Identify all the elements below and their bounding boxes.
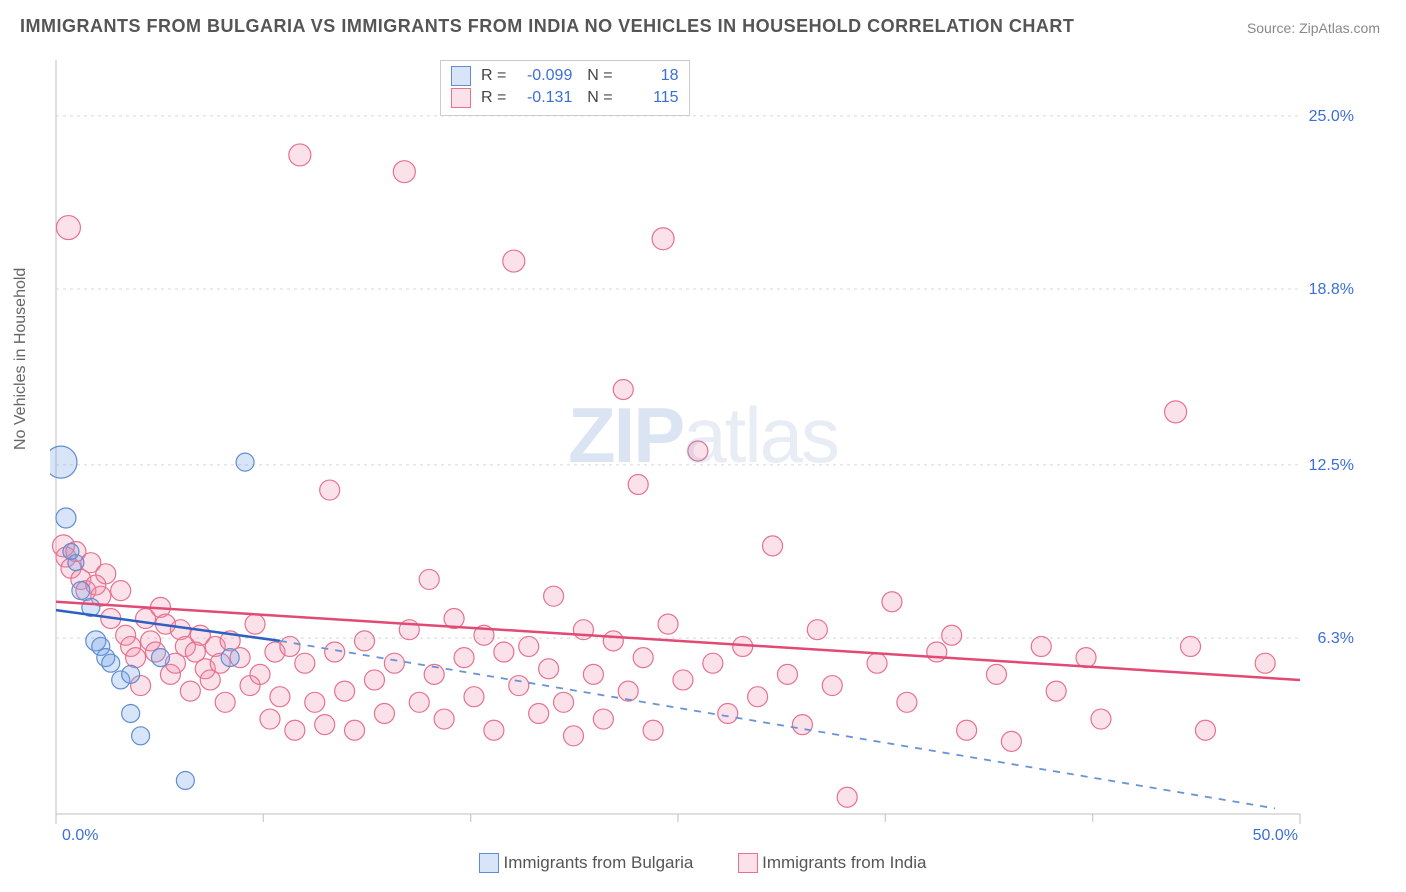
n-label: N = (578, 65, 612, 87)
y-axis-label: No Vehicles in Household (12, 268, 30, 450)
svg-text:18.8%: 18.8% (1309, 281, 1354, 298)
legend-label-india: Immigrants from India (762, 853, 926, 873)
r-value-bulgaria: -0.099 (512, 65, 572, 87)
legend-item-bulgaria: Immigrants from Bulgaria (479, 853, 693, 873)
n-label: N = (578, 87, 612, 109)
svg-text:50.0%: 50.0% (1253, 827, 1298, 844)
swatch-india (738, 853, 758, 873)
legend-series: Immigrants from Bulgaria Immigrants from… (0, 853, 1406, 878)
swatch-india (451, 88, 471, 108)
svg-text:12.5%: 12.5% (1309, 457, 1354, 474)
n-value-india: 115 (619, 87, 679, 109)
svg-text:6.3%: 6.3% (1318, 630, 1354, 647)
n-value-bulgaria: 18 (619, 65, 679, 87)
swatch-bulgaria (479, 853, 499, 873)
source-label: Source: ZipAtlas.com (1247, 20, 1380, 36)
chart-container: IMMIGRANTS FROM BULGARIA VS IMMIGRANTS F… (0, 0, 1406, 892)
r-value-india: -0.131 (512, 87, 572, 109)
svg-text:25.0%: 25.0% (1309, 108, 1354, 125)
legend-label-bulgaria: Immigrants from Bulgaria (503, 853, 693, 873)
legend-item-india: Immigrants from India (738, 853, 926, 873)
r-label: R = (481, 65, 506, 87)
scatter-plot: 6.3% 12.5% 18.8% 25.0% 0.0% 50.0% (50, 56, 1360, 846)
legend-stats-row-bulgaria: R = -0.099 N = 18 (451, 65, 679, 87)
swatch-bulgaria (451, 66, 471, 86)
legend-stats: R = -0.099 N = 18 R = -0.131 N = 115 (440, 60, 690, 116)
r-label: R = (481, 87, 506, 109)
svg-text:0.0%: 0.0% (62, 827, 98, 844)
legend-stats-row-india: R = -0.131 N = 115 (451, 87, 679, 109)
chart-title: IMMIGRANTS FROM BULGARIA VS IMMIGRANTS F… (20, 16, 1074, 37)
